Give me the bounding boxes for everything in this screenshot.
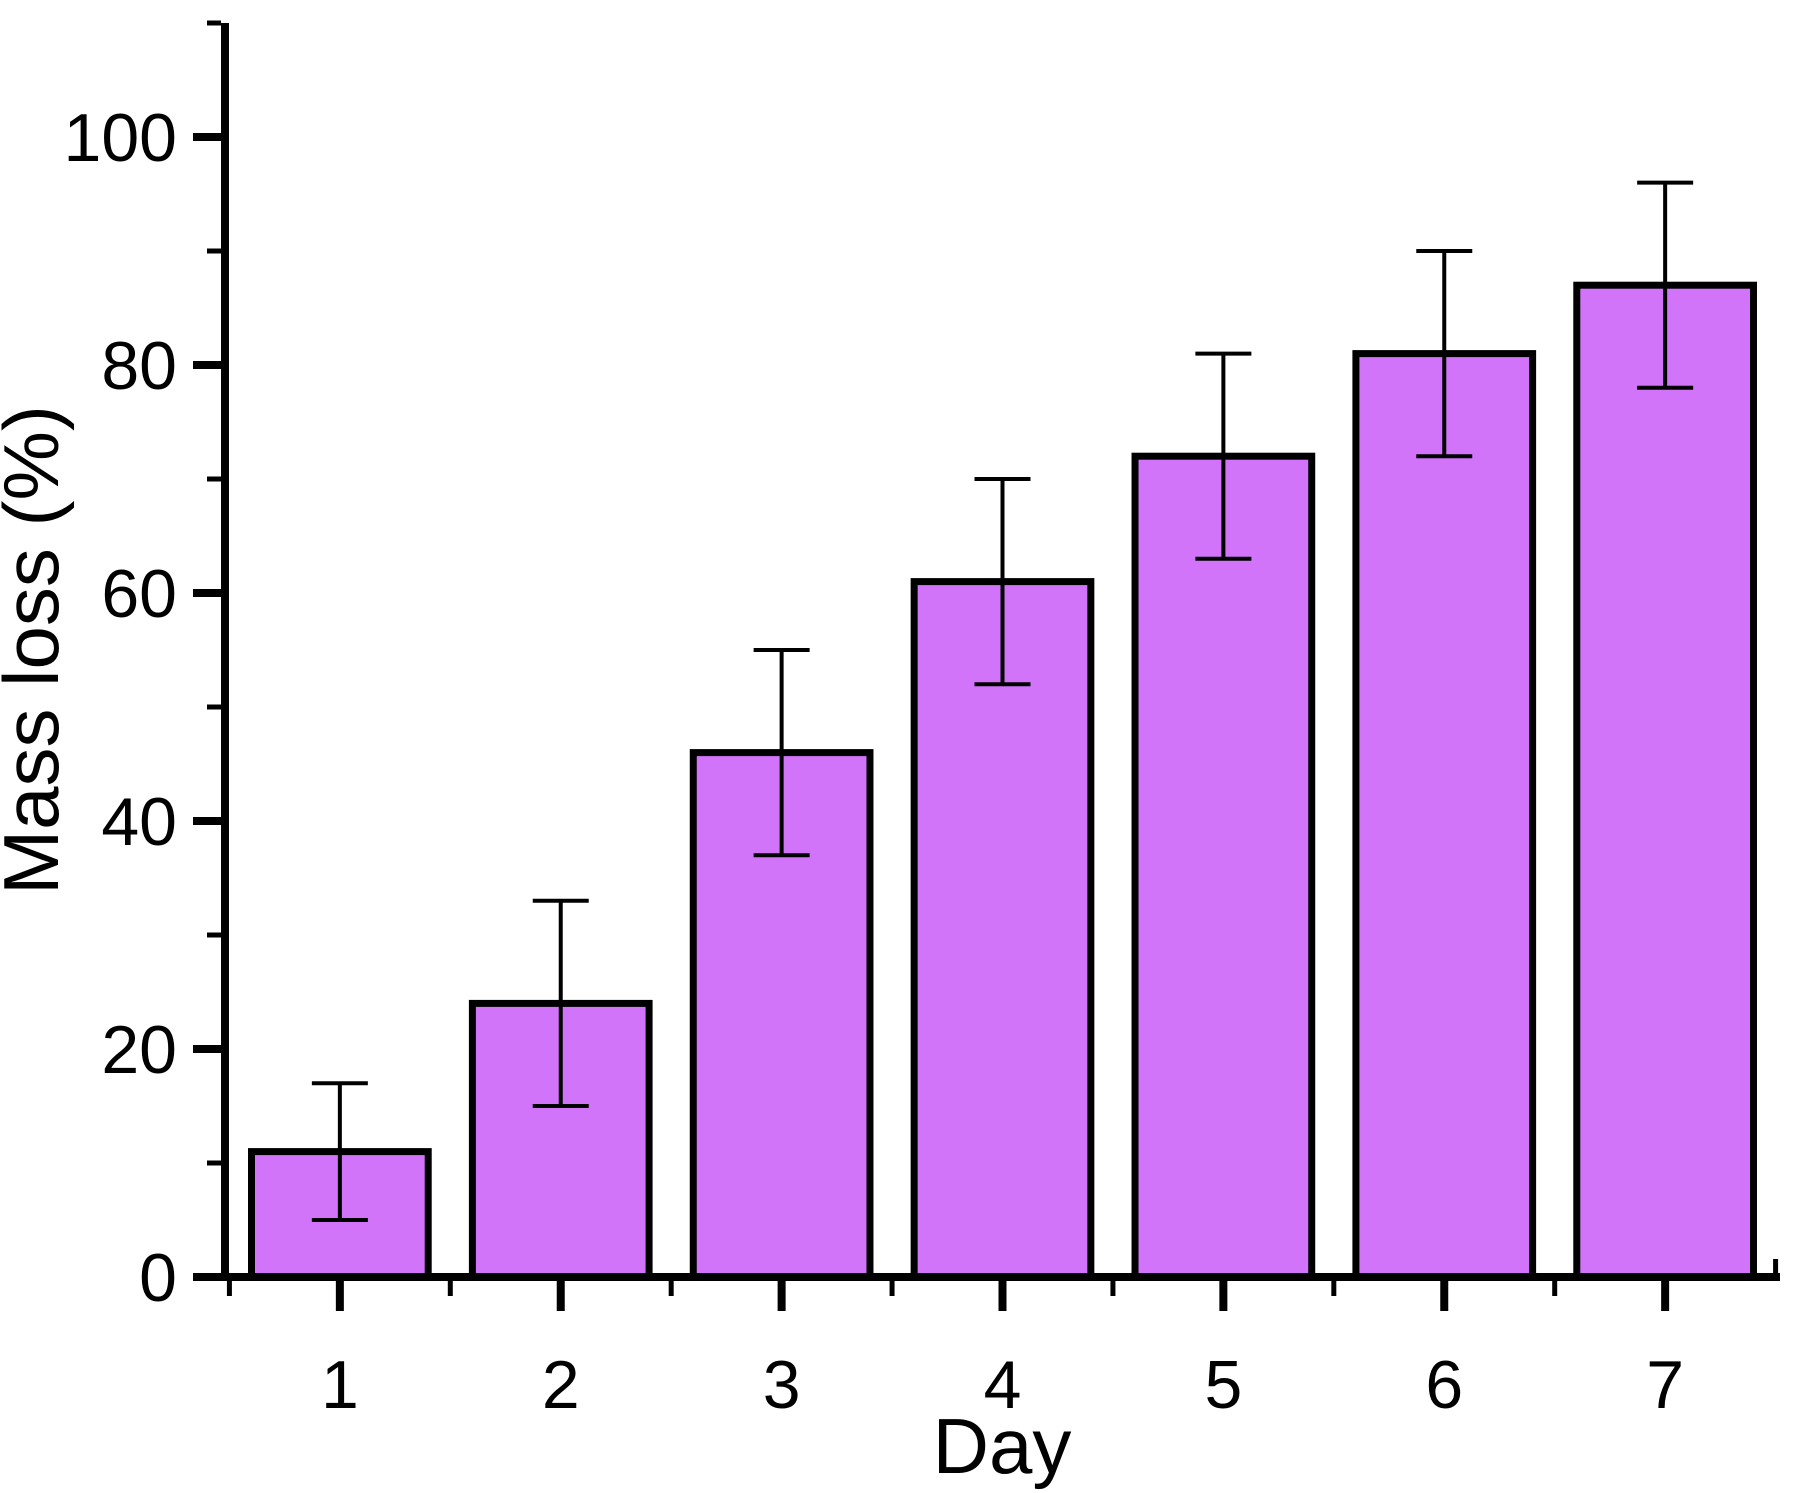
x-axis-title: Day [933,1402,1072,1490]
bar-day-4 [910,578,1095,1281]
error-bar-day-3 [753,648,810,858]
error-bar-day-6 [1416,249,1473,459]
bar-day-5 [1131,452,1316,1281]
x-tick-label-3: 3 [763,1347,801,1423]
x-tick-label-6: 6 [1425,1347,1463,1423]
error-bar-day-7 [1637,180,1694,390]
error-bars-group [311,180,1694,1222]
x-tick-label-7: 7 [1646,1347,1684,1423]
bars-group [248,281,1757,1281]
x-tick-label-2: 2 [542,1347,580,1423]
error-bar-day-1 [311,1081,368,1222]
x-tick-label-5: 5 [1204,1347,1242,1423]
y-tick-label-100: 100 [64,100,177,176]
y-tick-label-60: 60 [101,556,177,632]
y-axis-title: Mass loss (%) [0,405,75,895]
error-bar-day-5 [1195,351,1252,561]
x-tick-label-4: 4 [984,1347,1022,1423]
bar-day-6 [1352,350,1537,1281]
y-tick-label-0: 0 [139,1240,177,1316]
error-bar-day-2 [532,898,589,1108]
y-tick-label-40: 40 [101,784,177,860]
bar-day-7 [1573,281,1757,1281]
x-axis-ticks: 1 2 3 4 5 6 7 [226,1259,1779,1423]
x-tick-label-1: 1 [321,1347,359,1423]
error-bar-day-4 [974,477,1031,687]
y-tick-label-20: 20 [101,1012,177,1088]
y-axis-ticks: 0 20 40 60 80 100 [64,20,221,1316]
y-tick-label-80: 80 [101,328,177,404]
